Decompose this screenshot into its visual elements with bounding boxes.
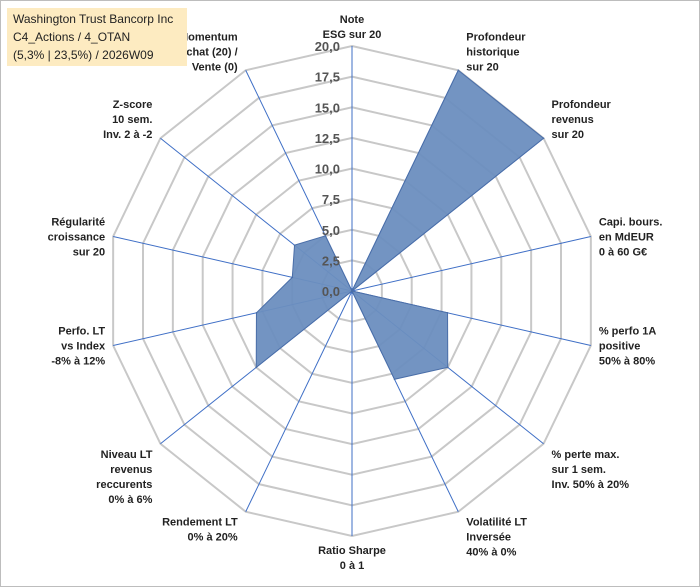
data-point-profondeur-historique [457, 69, 460, 72]
tick-label: 2,5 [322, 253, 340, 268]
radar-tick-labels: 0,0 2,5 5,0 7,5 10,0 12,5 15,0 17,5 20,0 [315, 39, 340, 299]
axis-label-momentum: Momentum Achat (20) / Vente (0) [178, 31, 238, 73]
axis-label-volatilite: Volatilité LT Inversée 40% à 0% [466, 517, 527, 559]
chart-title-box: Washington Trust Bancorp Inc C4_Actions … [7, 8, 187, 66]
data-point-perte-max [446, 366, 449, 369]
axis-label-capi-bours: Capi. bours. en MdEUR 0 à 60 G€ [599, 216, 663, 258]
data-point-niveau-revenus [255, 366, 258, 369]
axis-label-regularite: Régularité croissance sur 20 [48, 216, 105, 258]
axis-line-capi-bours [351, 235, 591, 292]
tick-label: 12,5 [315, 131, 340, 146]
axis-label-perfo-1a: % perfo 1A positive 50% à 80% [599, 326, 657, 368]
stats-line: (5,3% | 23,5%) / 2026W09 [13, 48, 154, 62]
axis-label-profondeur-historique: Profondeur historique sur 20 [466, 31, 526, 73]
data-point-perfo-lt [255, 312, 258, 314]
data-point-perfo-1a [446, 312, 449, 314]
axis-label-z-score: Z-score 10 sem. Inv. 2 à -2 [103, 99, 152, 141]
tick-label: 17,5 [315, 70, 340, 85]
tick-label: 20,0 [315, 39, 340, 54]
company-name: Washington Trust Bancorp Inc [13, 12, 174, 26]
data-point-momentum [324, 235, 327, 237]
axis-label-esg: Note ESG sur 20 [323, 14, 382, 41]
axis-label-perfo-lt: Perfo. LT vs Index -8% à 12% [51, 326, 106, 368]
axis-label-rendement: Rendement LT 0% à 20% [162, 517, 238, 544]
axis-line-rendement [245, 290, 353, 512]
radar-series [255, 69, 545, 381]
radar-axis-labels: Note ESG sur 20 Profondeur historique sur 20… [48, 14, 663, 572]
data-point-z-score [293, 244, 296, 246]
tick-label: 15,0 [315, 100, 340, 115]
data-point-regularite [291, 276, 294, 279]
axis-label-ratio-sharpe: Ratio Sharpe 0 à 1 [318, 545, 386, 572]
data-point-volatilite [393, 378, 396, 381]
series-area [255, 69, 545, 380]
tick-label: 0,0 [322, 284, 340, 299]
data-point-rendement [351, 290, 353, 292]
axis-label-profondeur-revenus: Profondeur revenus sur 20 [552, 99, 612, 141]
axis-label-niveau-revenus: Niveau LT revenus reccurents 0% à 6% [96, 449, 153, 506]
tick-label: 10,0 [315, 162, 340, 177]
portfolio-name: C4_Actions / 4_OTAN [13, 30, 131, 44]
tick-label: 5,0 [322, 223, 340, 238]
data-point-profondeur-revenus [542, 137, 545, 140]
tick-label: 7,5 [322, 192, 340, 207]
axis-label-perte-max: % perte max. sur 1 sem. Inv. 50% à 20% [552, 449, 630, 491]
